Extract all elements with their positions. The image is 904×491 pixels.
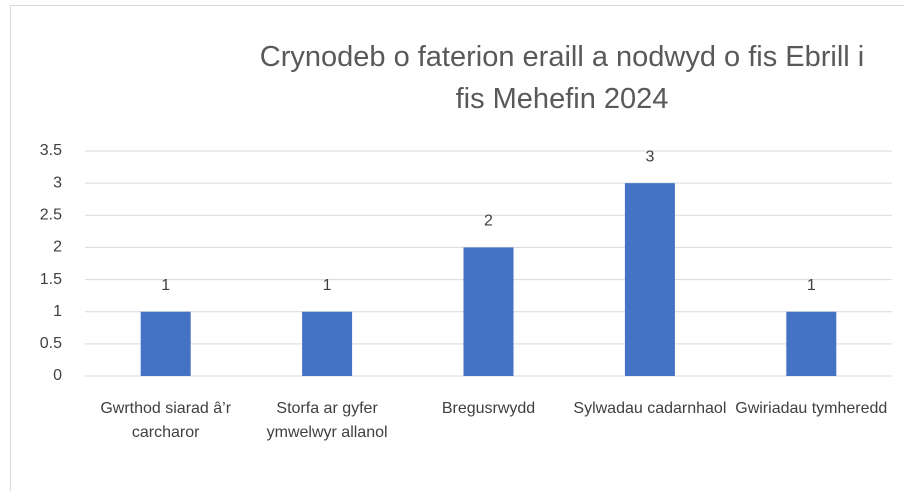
y-tick-label: 0: [53, 367, 62, 384]
chart-title: Crynodeb o faterion eraill a nodwyd o fi…: [259, 41, 865, 115]
y-tick-label: 0.5: [40, 335, 62, 352]
y-tick-label: 1.5: [40, 271, 62, 288]
bar: [140, 311, 191, 376]
y-tick-label: 3: [53, 174, 62, 191]
data-label: 1: [161, 277, 170, 294]
bar: [463, 247, 514, 376]
bar: [302, 311, 353, 376]
data-label: 1: [807, 277, 816, 294]
y-tick-label: 3.5: [40, 142, 62, 159]
data-label: 3: [645, 148, 654, 165]
y-tick-label: 2: [53, 239, 62, 256]
y-tick-label: 1: [53, 303, 62, 320]
x-tick-label: Storfa ar gyfer ymwelwyr allanol: [266, 400, 388, 441]
bar: [624, 183, 675, 376]
x-tick-label: Gwrthod siarad â’r carcharor: [100, 400, 232, 441]
x-tick-label: Sylwadau cadarnhaol: [573, 400, 727, 417]
x-tick-label: Bregusrwydd: [441, 400, 536, 417]
data-label: 2: [484, 213, 493, 230]
data-label: 1: [323, 277, 332, 294]
bar: [786, 311, 837, 376]
chart-border: [10, 5, 904, 491]
y-tick-label: 2.5: [40, 207, 62, 224]
x-tick-label: Gwiriadau tymheredd: [735, 400, 888, 417]
